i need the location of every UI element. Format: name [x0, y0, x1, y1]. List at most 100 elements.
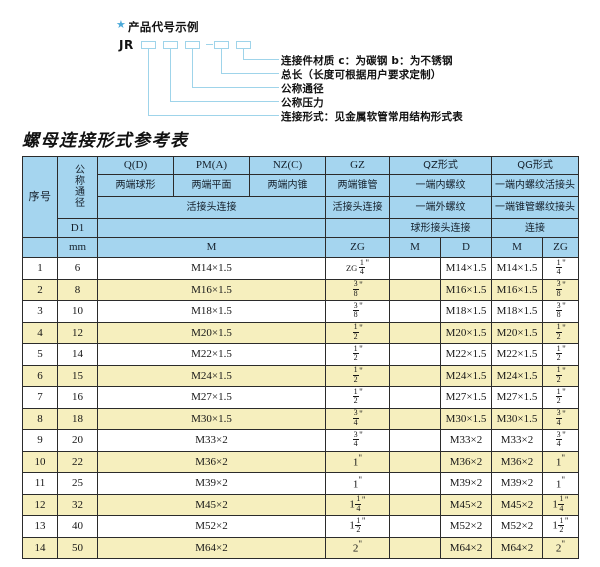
code-separator-dash: [206, 44, 213, 46]
leader-line-4-h: [221, 73, 279, 75]
cell-qz-d: M27×1.5: [439, 386, 493, 409]
cell-qg-zg: 3 4 ": [542, 429, 580, 452]
cell-qz-d: M64×2: [439, 536, 493, 559]
cell-qg-zg: 1 4 ": [542, 257, 580, 280]
cell-qz-m: [389, 472, 441, 495]
table-row: 5 14 M22×1.5 1 2 " M22×1.5 M22×1.5 1 2 ": [22, 343, 580, 366]
th-seq: 序号: [22, 156, 58, 238]
cell-thread-m: M33×2: [97, 429, 326, 452]
cell-qg-m: M14×1.5: [491, 257, 544, 280]
cell-thread-m: M45×2: [97, 493, 326, 516]
th-code-gz: GZ: [325, 156, 390, 175]
th-code-qg: QG形式: [491, 156, 580, 175]
cell-bore: 8: [57, 278, 98, 301]
cell-thread-m: M14×1.5: [97, 257, 326, 280]
leader-line-5-h: [243, 59, 279, 61]
th-unit-qz-d: D: [439, 237, 493, 258]
cell-qz-m: [389, 364, 441, 387]
cell-qz-d: M30×1.5: [439, 407, 493, 430]
table-header: 序号 公称通径 Q(D) PM(A) NZ(C) GZ QZ形式 QG形式 两端…: [22, 156, 580, 258]
cell-qz-d: M52×2: [439, 515, 493, 538]
cell-qz-m: [389, 515, 441, 538]
cell-bore: 15: [57, 364, 98, 387]
cell-qg-zg: 3 8 ": [542, 278, 580, 301]
cell-qz-m: [389, 386, 441, 409]
cell-qg-m: M52×2: [491, 515, 544, 538]
cell-qg-m: M45×2: [491, 493, 544, 516]
cell-bore: 20: [57, 429, 98, 452]
cell-bore: 25: [57, 472, 98, 495]
th-desc3-gz-blank: [325, 218, 390, 238]
table-row: 8 18 M30×1.5 3 4 " M30×1.5 M30×1.5 3 4 ": [22, 407, 580, 430]
th-desc-qz: 一端内螺纹: [388, 174, 493, 197]
cell-gz-zg: 1 2 ": [325, 364, 390, 387]
cell-gz-zg: 3 4 ": [325, 407, 390, 430]
table-row: 10 22 M36×2 1" M36×2 M36×2 1": [22, 450, 580, 473]
cell-qz-d: M33×2: [439, 429, 493, 452]
cell-seq: 7: [22, 386, 58, 409]
cell-thread-m: M36×2: [97, 450, 326, 473]
cell-seq: 9: [22, 429, 58, 452]
cell-qg-zg: 1 2 ": [542, 343, 580, 366]
cell-qg-m: M18×1.5: [491, 300, 544, 323]
cell-qz-m: [389, 450, 441, 473]
header-row-units: mm M ZG M D M ZG: [22, 237, 580, 258]
cell-qg-m: M16×1.5: [491, 278, 544, 301]
code-label-bore: 公称通径: [281, 83, 324, 95]
cell-qg-zg: 1 1 4 ": [542, 493, 580, 516]
cell-qz-m: [389, 257, 441, 280]
cell-qz-d: M14×1.5: [439, 257, 493, 280]
header-row-desc1: 两端球形 两端平面 两端内锥 两端锥管 一端内螺纹 一端内螺纹活接头: [23, 174, 580, 197]
cell-gz-zg: ZG 1 4 ": [325, 257, 390, 280]
cell-qz-m: [389, 429, 441, 452]
cell-thread-m: M24×1.5: [97, 364, 326, 387]
cell-qz-m: [389, 278, 441, 301]
leader-line-5-v: [243, 49, 245, 60]
cell-seq: 6: [22, 364, 58, 387]
cell-gz-zg: 3 8 ": [325, 278, 390, 301]
table-row: 1 6 M14×1.5 ZG 1 4 " M14×1.5 M14×1.5 1 4 ": [22, 257, 580, 280]
code-box-2: [163, 41, 178, 49]
cell-thread-m: M22×1.5: [97, 343, 326, 366]
cell-seq: 4: [22, 321, 58, 344]
cell-gz-zg: 1 2 ": [325, 386, 390, 409]
leader-line-3-h: [192, 87, 279, 89]
th-desc-qd: 两端球形: [97, 174, 174, 197]
cell-qz-m: [389, 300, 441, 323]
cell-qz-d: M39×2: [439, 472, 493, 495]
cell-qg-m: M22×1.5: [491, 343, 544, 366]
code-label-length: 总长（长度可根据用户要求定制）: [281, 69, 442, 81]
cell-qz-d: M24×1.5: [439, 364, 493, 387]
th-code-qd: Q(D): [97, 156, 174, 175]
cell-qg-zg: 3 4 ": [542, 407, 580, 430]
code-label-material: 连接件材质 c：为碳钢 b：为不锈钢: [281, 55, 453, 67]
leader-line-3-v: [192, 49, 194, 88]
cell-bore: 14: [57, 343, 98, 366]
cell-qg-zg: 3 8 ": [542, 300, 580, 323]
cell-qg-m: M27×1.5: [491, 386, 544, 409]
cell-thread-m: M30×1.5: [97, 407, 326, 430]
cell-qg-zg: 1 2 ": [542, 386, 580, 409]
cell-bore: 22: [57, 450, 98, 473]
cell-qg-m: M30×1.5: [491, 407, 544, 430]
star-icon: ★: [116, 19, 126, 31]
cell-gz-zg: 3 8 ": [325, 300, 390, 323]
cell-qz-d: M22×1.5: [439, 343, 493, 366]
cell-thread-m: M16×1.5: [97, 278, 326, 301]
cell-gz-zg: 1": [325, 450, 390, 473]
cell-qz-m: [389, 407, 441, 430]
table-row: 4 12 M20×1.5 1 2 " M20×1.5 M20×1.5 1 2 ": [22, 321, 580, 344]
cell-bore: 50: [57, 536, 98, 559]
th-unit-mm: mm: [57, 237, 98, 258]
cell-thread-m: M39×2: [97, 472, 326, 495]
th-desc3-qg: 连接: [491, 218, 580, 238]
table-row: 12 32 M45×2 1 1 4 " M45×2 M45×2 1 1 4 ": [22, 493, 580, 516]
cell-qg-m: M39×2: [491, 472, 544, 495]
table-row: 3 10 M18×1.5 3 8 " M18×1.5 M18×1.5 3 8 ": [22, 300, 580, 323]
cell-bore: 40: [57, 515, 98, 538]
code-label-conn-type: 连接形式：见金属软管常用结构形式表: [281, 111, 463, 123]
cell-gz-zg: 1 1 2 ": [325, 515, 390, 538]
cell-bore: 6: [57, 257, 98, 280]
cell-bore: 18: [57, 407, 98, 430]
cell-qz-d: M20×1.5: [439, 321, 493, 344]
